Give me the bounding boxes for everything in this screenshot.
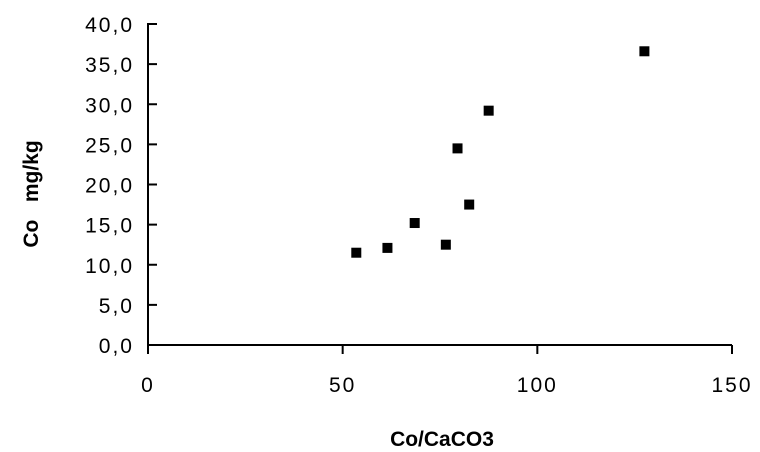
y-tick-label: 15,0 [85,215,134,238]
data-point [464,199,475,210]
x-axis-ticks: 0 50 100 150 [141,345,752,397]
y-tick-label: 0,0 [99,335,134,358]
data-point [409,218,420,229]
x-tick-label: 100 [517,374,558,397]
y-tick-label: 20,0 [85,175,134,198]
data-point [351,247,362,258]
data-point [483,105,494,116]
y-tick-label: 5,0 [99,295,134,318]
data-point [440,239,451,250]
y-tick-label: 35,0 [85,54,134,77]
y-tick-label: 10,0 [85,255,134,278]
y-axis-ticks: 0,0 5,0 10,0 15,0 20,0 25,0 30,0 35,0 40,0 [85,14,157,358]
y-tick-label: 30,0 [85,94,134,117]
y-axis-title: Co mg/kg [20,140,43,247]
data-point [639,46,650,57]
y-tick-label: 40,0 [85,14,134,37]
x-axis-title: Co/CaCO3 [390,428,494,451]
y-tick-label: 25,0 [85,134,134,157]
data-points [351,46,650,258]
x-tick-label: 150 [711,374,752,397]
x-tick-label: 50 [329,374,356,397]
data-point [452,143,463,154]
data-point [382,242,393,253]
x-tick-label: 0 [141,374,155,397]
